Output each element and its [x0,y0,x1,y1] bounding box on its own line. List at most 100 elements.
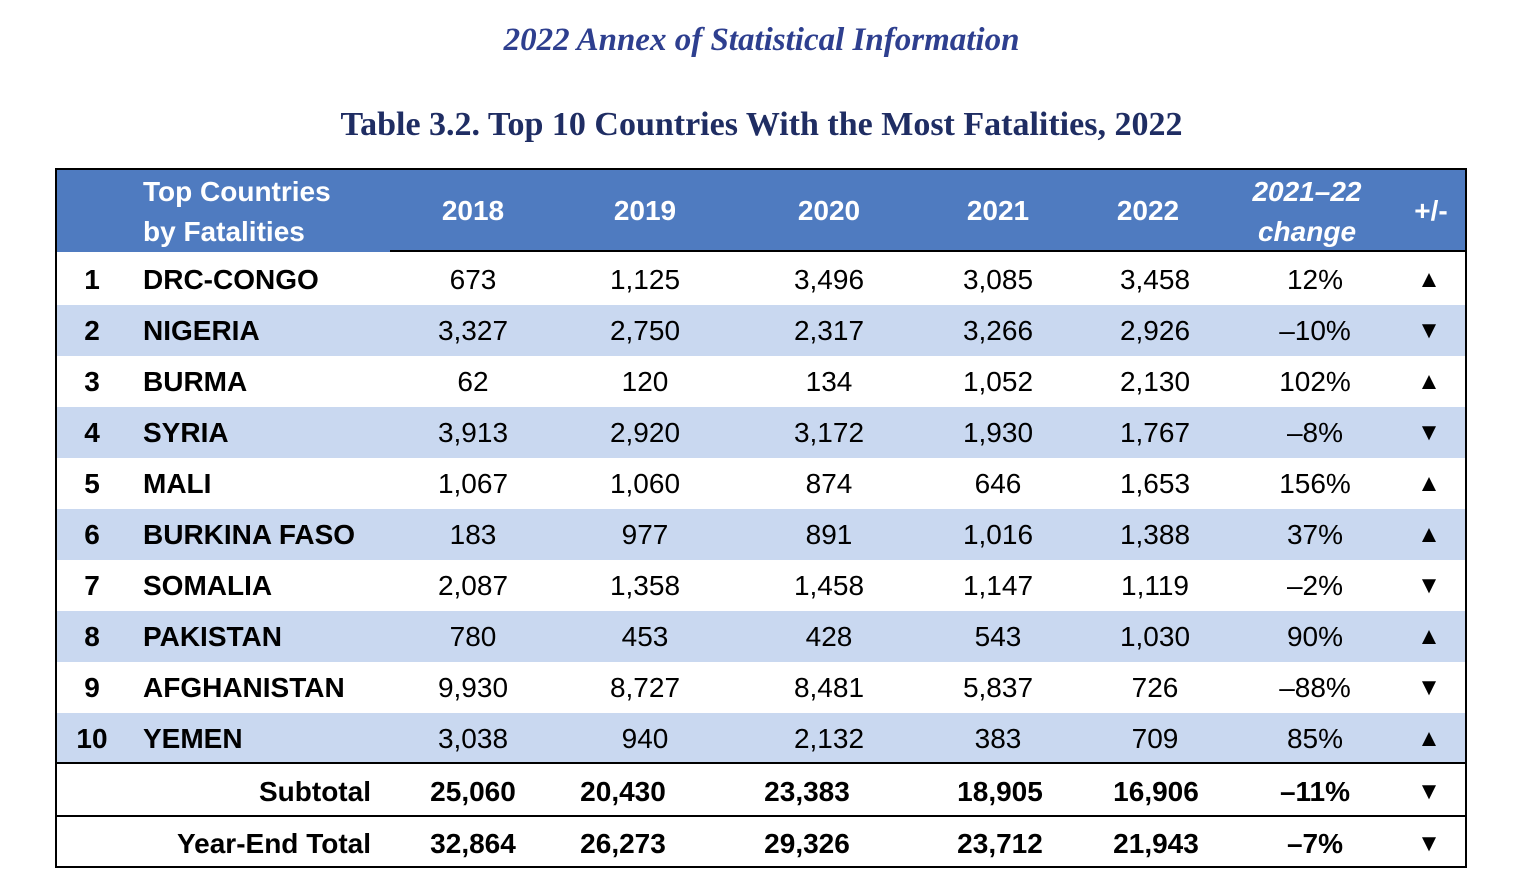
direction-icon: ▼ [1417,572,1441,599]
header-rule [390,250,1465,252]
cell-y2019: 977 [621,519,669,550]
subtotal-row: Subtotal 25,060 20,430 23,383 18,905 16,… [57,766,1465,817]
header-2018: 2018 [441,195,505,226]
cell-y2022: 1,030 [1119,621,1191,652]
cell-y2019: 1,358 [609,570,681,601]
cell-y2021: 383 [974,723,1022,754]
cell-y2021: 1,016 [962,519,1034,550]
total-change: –7% [1286,828,1344,859]
header-country-line1: Top Countries [143,176,331,207]
cell-y2019: 2,750 [609,315,681,346]
cell-change: 85% [1286,723,1344,754]
cell-y2022: 2,130 [1119,366,1191,397]
cell-y2021: 3,266 [962,315,1034,346]
table-row: 4 SYRIA 3,913 2,920 3,172 1,930 1,767 –8% ▼ [57,407,1465,458]
table-header: Top Countries by Fatalities 2018 2019 20… [57,170,1465,252]
cell-y2021: 1,930 [962,417,1034,448]
cell-y2019: 940 [621,723,669,754]
cell-y2018: 62 [457,366,489,397]
header-change-line2: change [1257,216,1357,247]
cell-y2021: 543 [974,621,1022,652]
cell-change: 102% [1279,366,1351,397]
cell-y2022: 1,388 [1119,519,1191,550]
cell-y2022: 1,119 [1121,570,1189,601]
cell-country: AFGHANISTAN [143,672,345,703]
cell-y2020: 891 [805,519,853,550]
cell-country: PAKISTAN [143,621,282,652]
cell-y2020: 3,172 [793,417,865,448]
cell-y2022: 1,653 [1119,468,1191,499]
total-2020: 29,326 [764,828,850,859]
cell-y2021: 1,147 [962,570,1034,601]
cell-y2021: 3,085 [962,264,1034,295]
total-direction-icon: ▼ [1417,830,1441,857]
cell-y2020: 428 [805,621,853,652]
cell-y2020: 3,496 [793,264,865,295]
subtotal-2018: 25,060 [430,776,516,807]
cell-y2019: 8,727 [609,672,681,703]
table-row: 9 AFGHANISTAN 9,930 8,727 8,481 5,837 726 –88% ▼ [57,662,1465,713]
cell-y2022: 3,458 [1119,264,1191,295]
table-row: 1 DRC-CONGO 673 1,125 3,496 3,085 3,458 12% ▲ [57,254,1465,305]
cell-y2022: 709 [1131,723,1179,754]
cell-y2021: 5,837 [962,672,1034,703]
header-2020: 2020 [797,195,861,226]
cell-rank: 7 [84,570,100,601]
cell-country: SYRIA [143,417,229,448]
header-2022: 2022 [1116,195,1180,226]
table-row: 8 PAKISTAN 780 453 428 543 1,030 90% ▲ [57,611,1465,662]
cell-change: 156% [1279,468,1351,499]
header-change: 2021–22 change [1237,172,1377,252]
cell-y2018: 3,327 [437,315,509,346]
cell-country: BURKINA FASO [143,519,356,550]
total-2019: 26,273 [580,828,666,859]
cell-country: NIGERIA [143,315,260,346]
cell-y2020: 8,481 [793,672,865,703]
table-row: 3 BURMA 62 120 134 1,052 2,130 102% ▲ [57,356,1465,407]
cell-y2021: 1,052 [962,366,1034,397]
cell-y2020: 134 [805,366,853,397]
cell-y2018: 1,067 [437,468,509,499]
header-2019: 2019 [613,195,677,226]
table-row: 7 SOMALIA 2,087 1,358 1,458 1,147 1,119 –2% ▼ [57,560,1465,611]
cell-y2018: 780 [449,621,497,652]
cell-change: 12% [1286,264,1344,295]
header-2021: 2021 [966,195,1030,226]
cell-rank: 6 [84,519,100,550]
cell-y2022: 1,767 [1119,417,1191,448]
cell-rank: 5 [84,468,100,499]
cell-y2018: 673 [449,264,497,295]
subtotal-change: –11% [1279,776,1351,807]
cell-y2021: 646 [974,468,1022,499]
cell-y2022: 726 [1131,672,1179,703]
direction-icon: ▲ [1417,623,1441,650]
cell-change: 37% [1286,519,1344,550]
cell-country: DRC-CONGO [143,264,319,295]
cell-rank: 2 [84,315,100,346]
subtotal-direction-icon: ▼ [1417,778,1441,805]
direction-icon: ▲ [1417,368,1441,395]
table-row: 2 NIGERIA 3,327 2,750 2,317 3,266 2,926 –10% ▼ [57,305,1465,356]
cell-change: –8% [1286,417,1344,448]
direction-icon: ▲ [1417,725,1441,752]
subtotal-2020: 23,383 [764,776,850,807]
direction-icon: ▲ [1417,521,1441,548]
table-title: Table 3.2. Top 10 Countries With the Mos… [340,106,1183,143]
cell-change: –88% [1279,672,1351,703]
total-rule [57,815,1465,817]
cell-y2019: 1,060 [609,468,681,499]
cell-rank: 10 [76,723,108,754]
total-2018: 32,864 [430,828,516,859]
table-row: 10 YEMEN 3,038 940 2,132 383 709 85% ▲ [57,713,1465,764]
annex-title: 2022 Annex of Statistical Information [503,22,1020,58]
total-2022: 21,943 [1113,828,1199,859]
cell-y2019: 1,125 [609,264,681,295]
cell-change: –2% [1286,570,1344,601]
cell-y2020: 2,132 [793,723,865,754]
cell-y2019: 2,920 [609,417,681,448]
cell-y2020: 874 [805,468,853,499]
subtotal-2022: 16,906 [1113,776,1199,807]
direction-icon: ▼ [1417,317,1441,344]
cell-change: –10% [1279,315,1351,346]
cell-y2018: 3,913 [437,417,509,448]
